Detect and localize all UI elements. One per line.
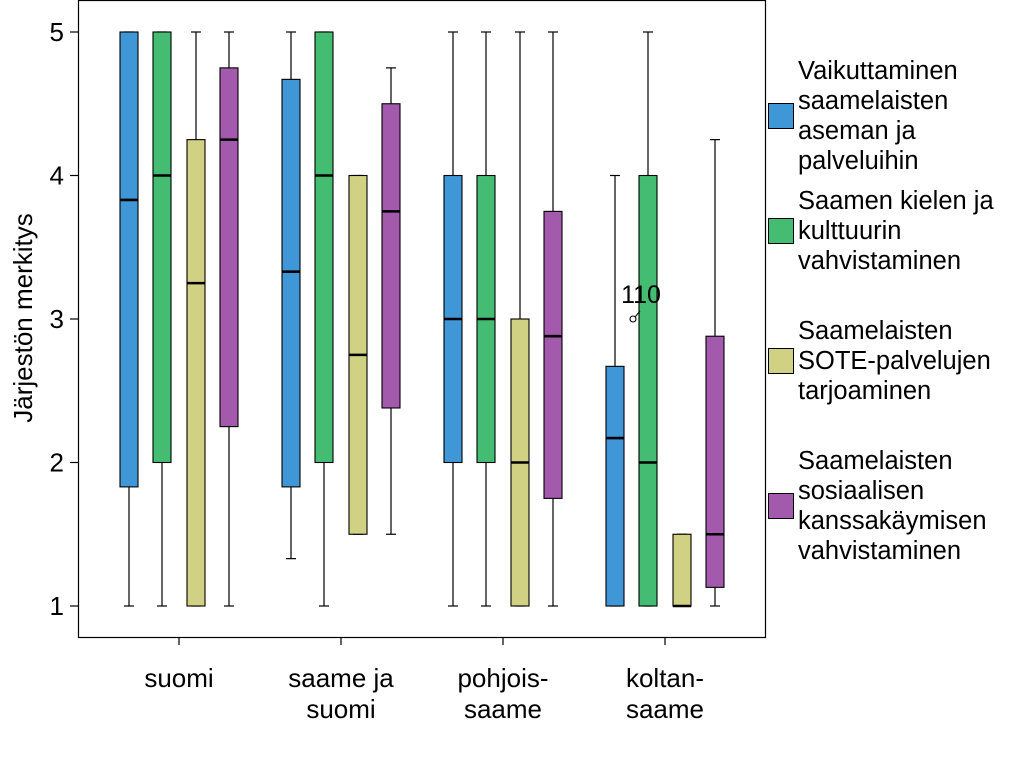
legend-label-line: tarjoaminen (798, 377, 932, 405)
box-body (119, 31, 139, 488)
box (705, 139, 725, 607)
legend-swatch (768, 493, 794, 519)
outlier-group: 110 (621, 281, 661, 323)
box-body (186, 139, 206, 607)
x-tick-label: suomi (144, 663, 213, 693)
box-body (314, 31, 334, 464)
legend-label-line: vahvistaminen (798, 247, 961, 275)
legend-label-line: kanssakäymisen (798, 507, 987, 535)
legend-item: Saamen kielen ja kulttuurin vahvistaminen (766, 182, 1024, 312)
legend-label: Vaikuttaminen saamelaisten aseman ja palvel… (798, 56, 1024, 176)
legend-label-line: sosiaalisen (798, 477, 925, 505)
box (348, 174, 368, 535)
box (314, 31, 334, 607)
y-tick-label: 5 (50, 17, 64, 47)
y-tick-label: 2 (50, 448, 64, 478)
legend-swatch (768, 218, 794, 244)
box-body (605, 365, 625, 607)
box (543, 31, 563, 607)
y-tick-label: 4 (50, 161, 64, 191)
box (381, 67, 401, 535)
legend-label-line: SOTE-palvelujen (798, 347, 991, 375)
legend-label-line: Saamelaisten (798, 447, 953, 475)
legend-label-line: kulttuurin (798, 217, 902, 245)
box-body (638, 174, 658, 607)
box (152, 31, 172, 607)
y-axis: 1 2 3 4 5 (50, 17, 79, 621)
box-body (672, 533, 692, 607)
box (672, 533, 692, 608)
box (605, 174, 625, 607)
x-tick-label: koltan- (626, 663, 704, 693)
legend-label-line: Saamelaisten (798, 317, 953, 345)
legend-label: Saamelaisten sosiaalisen kanssakäymisen vah… (798, 446, 1024, 566)
y-tick-label: 3 (50, 304, 64, 334)
box (476, 31, 496, 607)
legend-item: Saamelaisten SOTE-palvelujen tarjoaminen (766, 312, 1024, 442)
box-body (543, 210, 563, 499)
box (510, 31, 530, 607)
x-axis: suomi saame jasuomipohjois-saamekoltan-sa… (144, 637, 704, 724)
box-body (705, 335, 725, 588)
box-body (219, 67, 239, 428)
x-tick-label: suomi (306, 694, 375, 724)
legend-label: Saamen kielen ja kulttuurin vahvistaminen (798, 186, 1024, 276)
box-body (281, 78, 301, 488)
outlier-point (629, 315, 637, 323)
box (119, 31, 139, 607)
legend-label-line: palveluihin (798, 147, 919, 175)
x-tick-label: pohjois- (457, 663, 548, 693)
legend-swatch (768, 103, 794, 129)
box-body (152, 31, 172, 464)
outlier-label: 110 (621, 281, 661, 309)
y-tick-label: 1 (50, 591, 64, 621)
box (638, 31, 658, 607)
box-group (119, 31, 725, 608)
legend-label: Saamelaisten SOTE-palvelujen tarjoaminen (798, 316, 1024, 406)
legend-label-line: Saamen kielen ja (798, 187, 994, 215)
legend: Vaikuttaminen saamelaisten aseman ja palvel… (766, 52, 1024, 572)
legend-item: Vaikuttaminen saamelaisten aseman ja palvel… (766, 52, 1024, 182)
legend-item: Saamelaisten sosiaalisen kanssakäymisen vah… (766, 442, 1024, 572)
legend-label-line: aseman ja (798, 117, 916, 145)
box-body (381, 103, 401, 409)
x-tick-label: saame (626, 694, 704, 724)
plot-frame (77, 0, 767, 639)
x-tick-label: saame ja (288, 663, 394, 693)
outlier-leader (634, 310, 641, 318)
legend-label-line: vahvistaminen (798, 537, 961, 565)
box (281, 31, 301, 560)
legend-label-line: Vaikuttaminen (798, 57, 958, 85)
box (186, 31, 206, 607)
legend-swatch (768, 348, 794, 374)
y-axis-title: Järjestön merkitys (8, 213, 38, 423)
legend-label-line: saamelaisten (798, 87, 949, 115)
x-tick-label: saame (464, 694, 542, 724)
box (219, 31, 239, 607)
box (443, 31, 463, 607)
